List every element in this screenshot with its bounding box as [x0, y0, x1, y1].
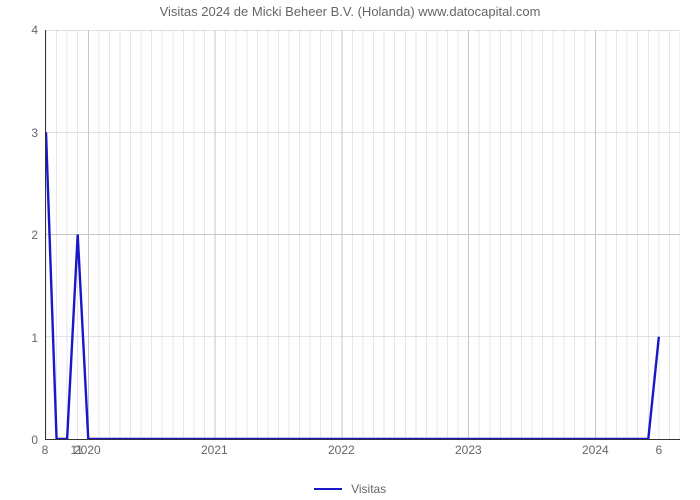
legend: Visitas	[0, 481, 700, 496]
legend-swatch	[314, 488, 342, 490]
x-tick-label: 2021	[201, 443, 228, 457]
x-tick-label: 2022	[328, 443, 355, 457]
x-tick-label: 2023	[455, 443, 482, 457]
x-tick-label: 2024	[582, 443, 609, 457]
chart-title: Visitas 2024 de Micki Beheer B.V. (Holan…	[0, 4, 700, 19]
legend-label: Visitas	[351, 482, 386, 496]
x-secondary-tick-label: 6	[655, 443, 662, 457]
chart-svg	[46, 30, 680, 439]
chart-container: Visitas 2024 de Micki Beheer B.V. (Holan…	[0, 0, 700, 500]
x-secondary-tick-label: 8	[42, 443, 49, 457]
x-secondary-tick-label: 11	[71, 443, 83, 457]
y-tick-label: 1	[0, 331, 38, 345]
y-tick-label: 4	[0, 23, 38, 37]
y-tick-label: 2	[0, 228, 38, 242]
y-tick-label: 0	[0, 433, 38, 447]
plot-area	[45, 30, 680, 440]
y-tick-label: 3	[0, 126, 38, 140]
